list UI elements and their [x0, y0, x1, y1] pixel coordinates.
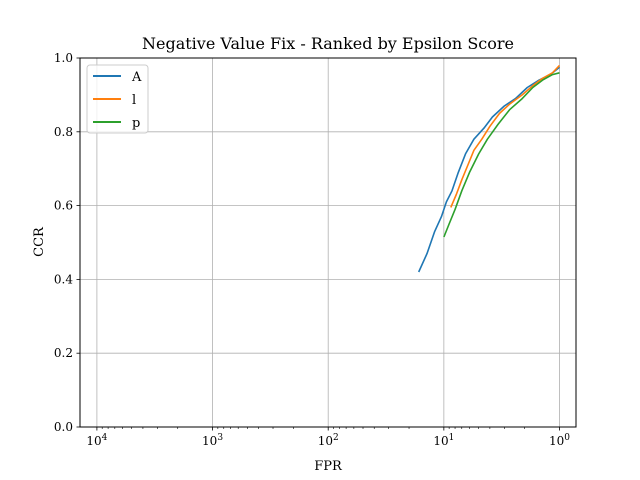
- y-tick-label: 0.4: [54, 272, 73, 286]
- axis-ticks: 104 103 102 101 100 0.0 0.2 0.4 0.6 0.8 1.0: [54, 51, 570, 448]
- x-tick-label: 100: [549, 433, 570, 448]
- legend: Alp: [86, 64, 149, 134]
- x-axis-label: FPR: [314, 459, 343, 474]
- y-axis-label: CCR: [32, 226, 47, 257]
- series-line-p: [443, 72, 560, 238]
- legend-label: p: [132, 116, 140, 131]
- legend-label: l: [132, 93, 136, 108]
- y-tick-label: 1.0: [54, 51, 73, 65]
- series-line-l: [450, 64, 561, 208]
- x-tick-label: 104: [86, 433, 107, 448]
- y-tick-label: 0.8: [54, 125, 73, 139]
- y-tick-label: 0.0: [54, 420, 73, 434]
- grid-lines: [80, 57, 576, 428]
- series-lines: [417, 64, 561, 273]
- y-tick-label: 0.6: [54, 199, 73, 213]
- series-line-A: [417, 66, 561, 273]
- x-tick-label: 102: [318, 433, 339, 448]
- legend-label: A: [131, 70, 142, 85]
- x-tick-label: 103: [202, 433, 223, 448]
- x-tick-label: 101: [433, 433, 454, 448]
- chart-title: Negative Value Fix - Ranked by Epsilon S…: [142, 34, 514, 53]
- y-tick-label: 0.2: [54, 346, 73, 360]
